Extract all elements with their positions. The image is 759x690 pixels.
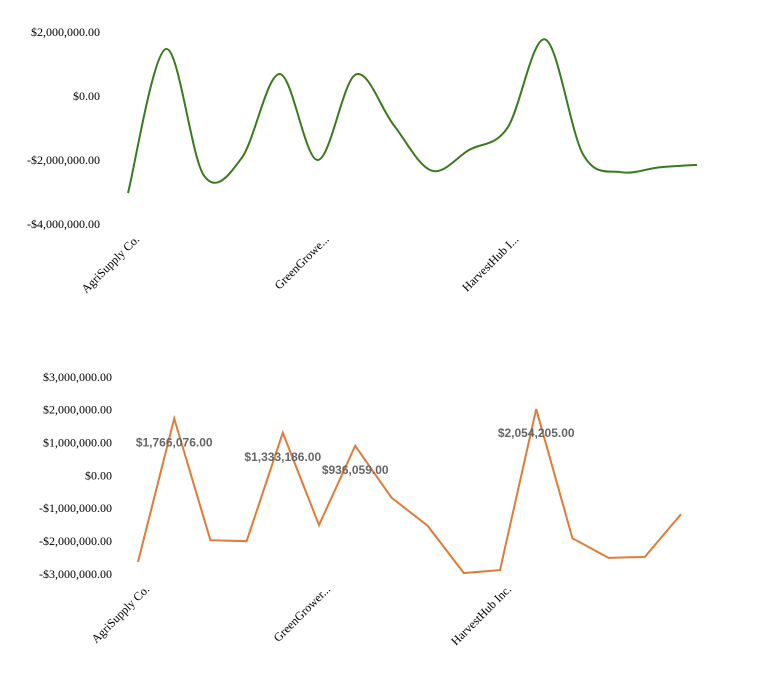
x-tick-label: HarvestHub I...: [459, 232, 521, 294]
series-line: [137, 408, 682, 575]
y-tick-label: $2,000,000.00: [43, 403, 112, 417]
data-label: $936,059.00: [322, 463, 389, 477]
data-label: $1,333,186.00: [244, 450, 321, 464]
y-tick-label: $3,000,000.00: [43, 370, 112, 384]
x-tick-label: AgriSupply Co.: [78, 232, 142, 296]
y-tick-label: -$2,000,000.00: [39, 534, 112, 548]
y-tick-label: -$3,000,000.00: [39, 567, 112, 581]
data-label: $1,766,076.00: [136, 436, 213, 450]
y-tick-label: -$4,000,000.00: [27, 217, 100, 231]
x-tick-label: GreenGrowe...: [272, 232, 332, 292]
y-tick-label: $0.00: [85, 468, 112, 482]
x-tick-label: GreenGrower...: [271, 582, 333, 644]
x-tick-label: AgriSupply Co.: [88, 582, 152, 646]
y-tick-label: -$1,000,000.00: [39, 501, 112, 515]
y-tick-label: $0.00: [73, 89, 100, 103]
y-tick-label: $1,000,000.00: [43, 435, 112, 449]
data-label: $2,054,205.00: [498, 426, 575, 440]
y-tick-label: $2,000,000.00: [31, 25, 100, 39]
y-tick-label: -$2,000,000.00: [27, 153, 100, 167]
x-tick-label: HarvestHub Inc.: [448, 582, 514, 648]
series-line: [127, 38, 698, 194]
